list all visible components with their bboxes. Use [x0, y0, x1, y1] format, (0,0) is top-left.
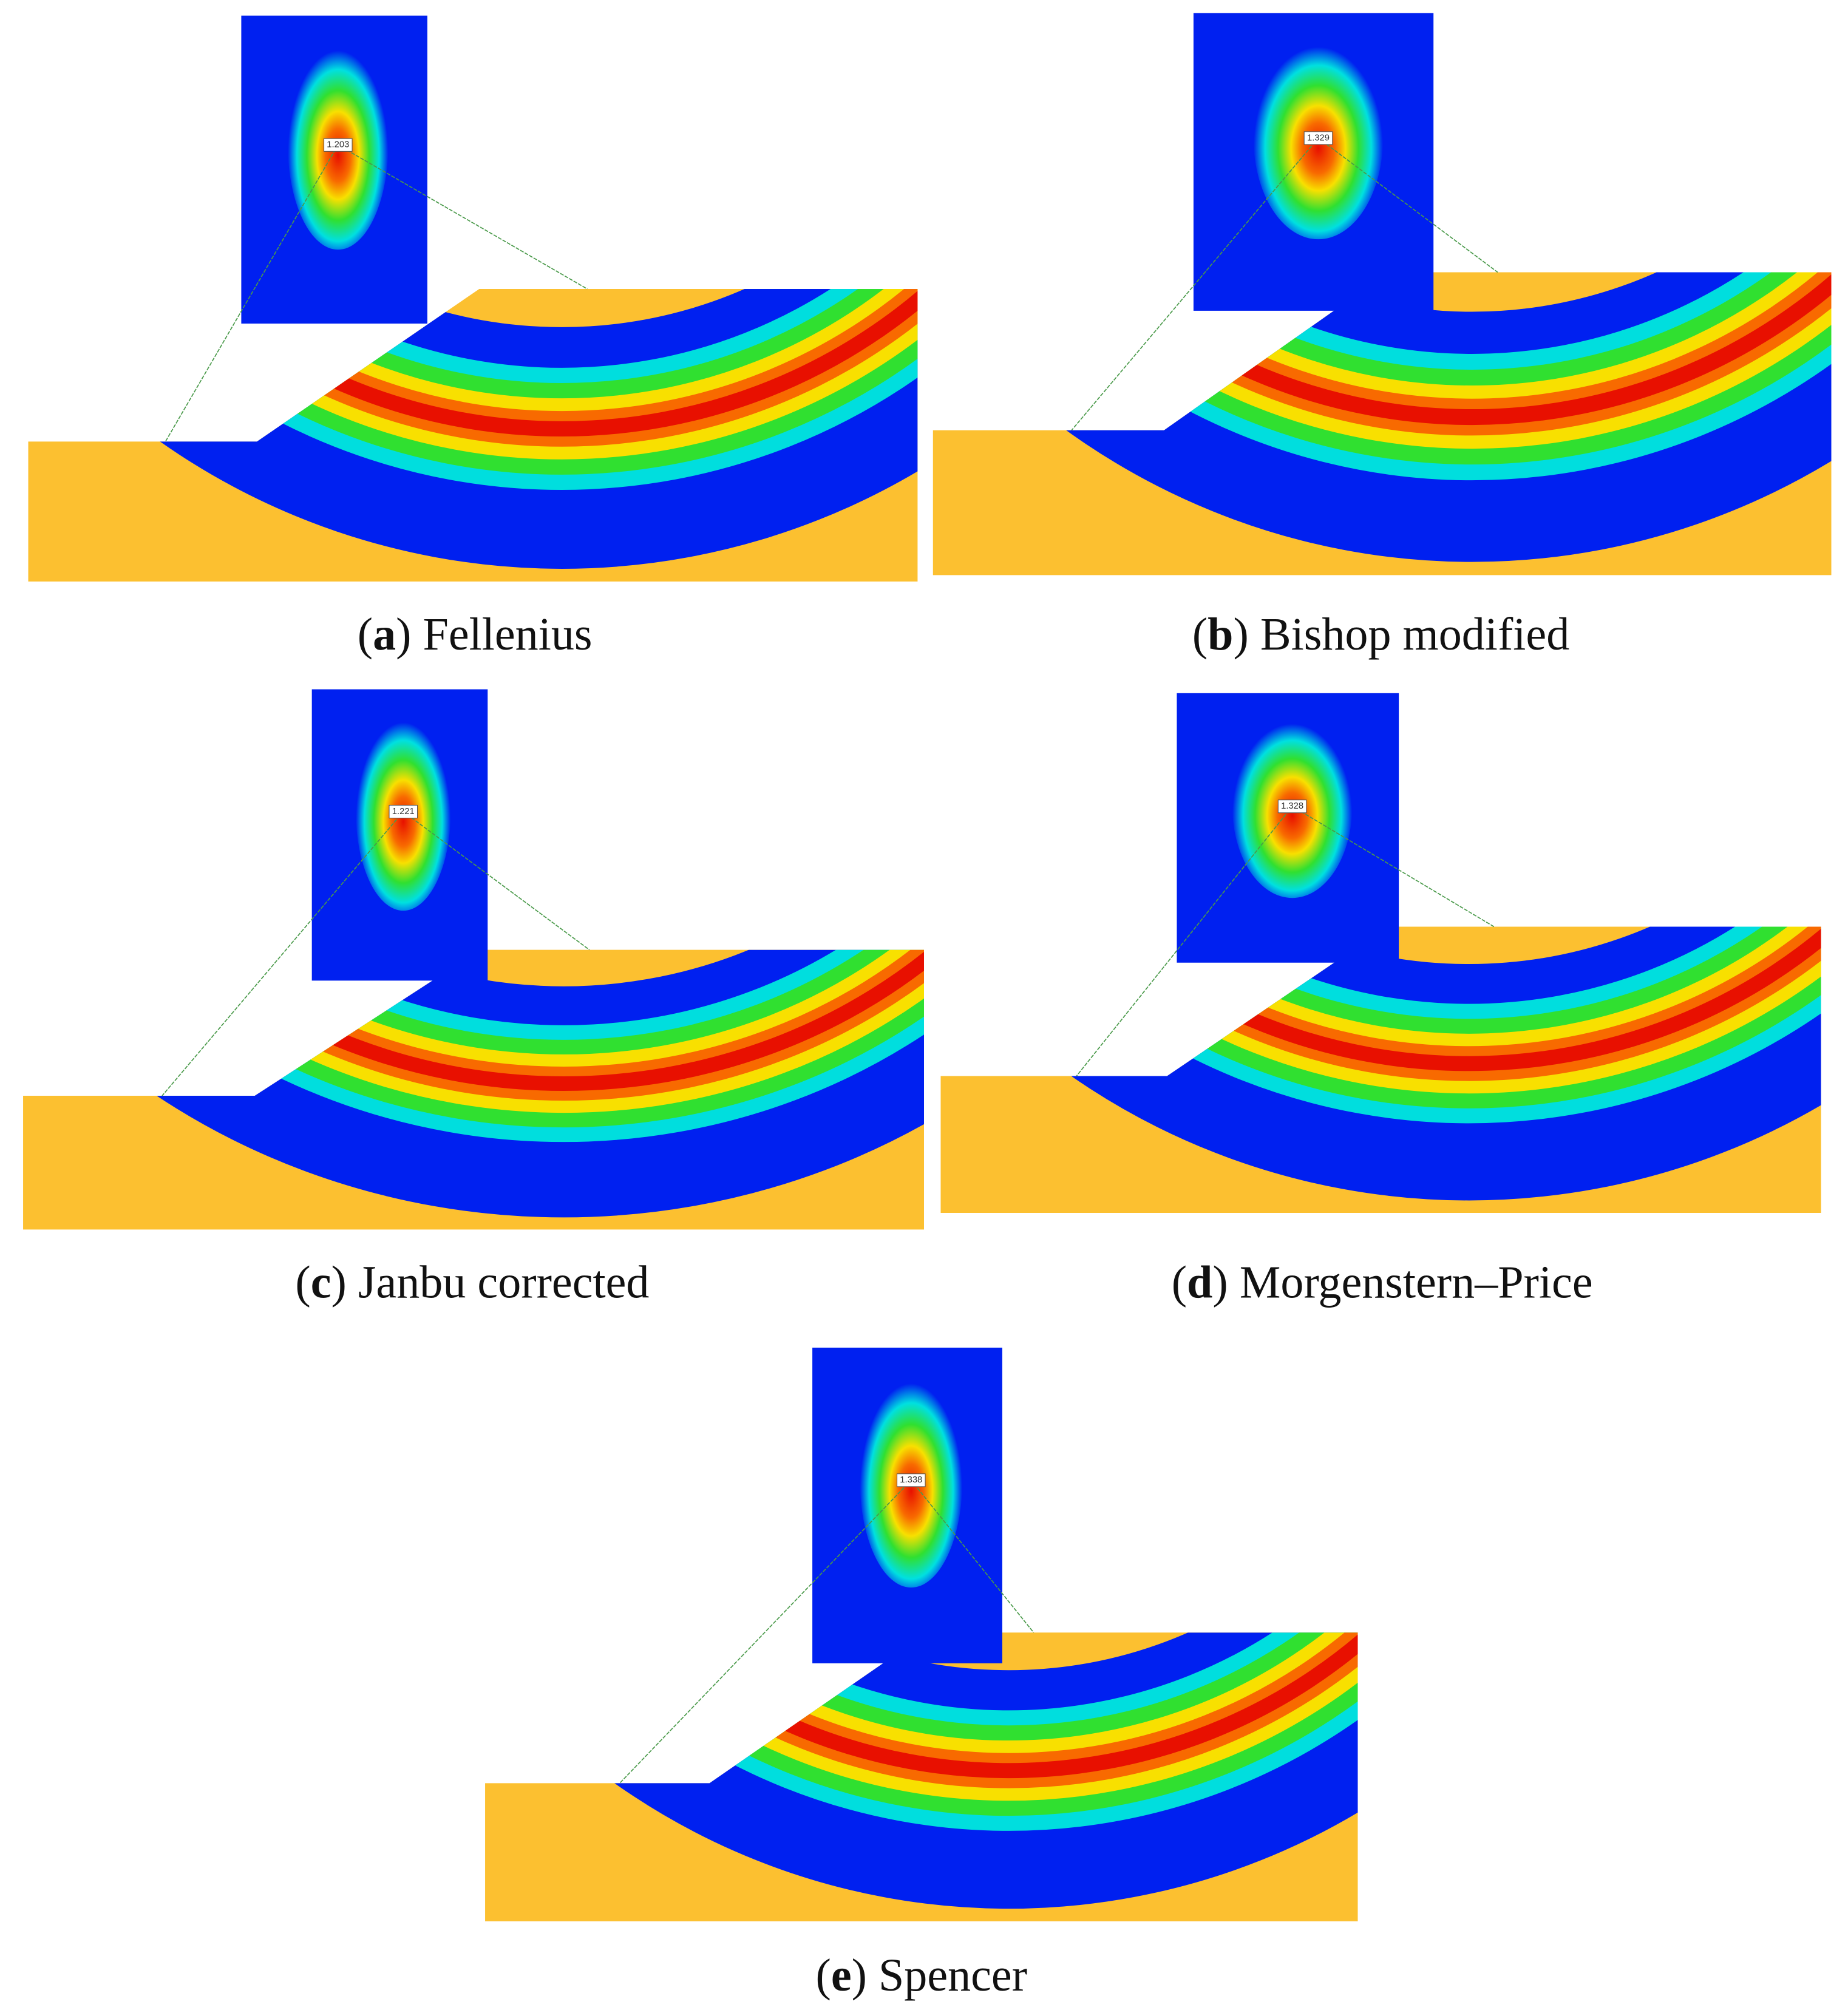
caption-open: ( [295, 1257, 310, 1308]
caption-letter: b [1208, 609, 1233, 660]
fs-box [324, 138, 353, 152]
caption-text: ) Morgenstern–Price [1212, 1257, 1592, 1308]
caption: (a) Fellenius [358, 609, 593, 660]
caption-open: ( [1192, 609, 1208, 660]
caption-open: ( [1172, 1257, 1187, 1308]
slope-plot [940, 926, 1821, 1213]
leader-line [1317, 137, 1498, 273]
caption-letter: d [1187, 1257, 1212, 1308]
caption-text: ) Fellenius [396, 609, 592, 660]
fs-label: 1.338 [900, 1475, 922, 1485]
fs-label: 1.203 [327, 140, 349, 150]
caption: (d) Morgenstern–Price [1172, 1257, 1593, 1308]
band [28, 288, 918, 437]
caption-letter: a [373, 609, 396, 660]
caption-open: ( [358, 609, 373, 660]
caption: (e) Spencer [815, 1950, 1027, 2001]
fs-label: 1.221 [392, 807, 415, 817]
panel: 1.328 (d) Morgenstern–Price [940, 693, 1821, 1308]
fs-box [1277, 800, 1307, 813]
leader-line [1076, 806, 1293, 1077]
leader-line [619, 1479, 912, 1784]
leader-line [338, 144, 588, 290]
leader-line [161, 811, 404, 1096]
slope-plot [932, 272, 1832, 575]
leader-line [1071, 137, 1319, 431]
band [940, 926, 1821, 1071]
leader-line [1292, 806, 1495, 928]
band [23, 949, 924, 1092]
contour-bands [28, 288, 918, 569]
panel: 1.203 (a) Fellenius [28, 15, 918, 660]
contour-bands [23, 949, 924, 1218]
panel: 1.221 (c) Janbu corrected [23, 689, 924, 1308]
caption-open: ( [815, 1950, 831, 2001]
fs-box [1303, 131, 1333, 145]
contour-bands [485, 1632, 1358, 1909]
slope-plot [485, 1632, 1358, 1921]
contour-bands [940, 926, 1821, 1201]
caption-text: ) Bishop modified [1233, 609, 1569, 660]
slope-plot [23, 949, 924, 1230]
caption: (c) Janbu corrected [295, 1257, 649, 1308]
caption-letter: e [831, 1950, 852, 2001]
slope-plot [28, 288, 918, 582]
caption-text: ) Spencer [852, 1950, 1027, 2001]
band [485, 1632, 1358, 1779]
fs-label: 1.328 [1281, 801, 1303, 811]
contour-bands [932, 272, 1832, 562]
caption: (b) Bishop modified [1192, 609, 1569, 660]
fs-label: 1.329 [1307, 133, 1330, 143]
panel: 1.329 (b) Bishop modified [932, 13, 1832, 660]
fs-box [389, 804, 418, 819]
fs-box [896, 1473, 926, 1487]
band [932, 272, 1832, 426]
caption-text: ) Janbu corrected [331, 1257, 650, 1308]
leader-line [911, 1479, 1034, 1633]
caption-letter: c [311, 1257, 331, 1308]
panel: 1.338 (e) Spencer [485, 1347, 1358, 2001]
leader-line [165, 144, 339, 442]
leader-line [403, 811, 590, 951]
